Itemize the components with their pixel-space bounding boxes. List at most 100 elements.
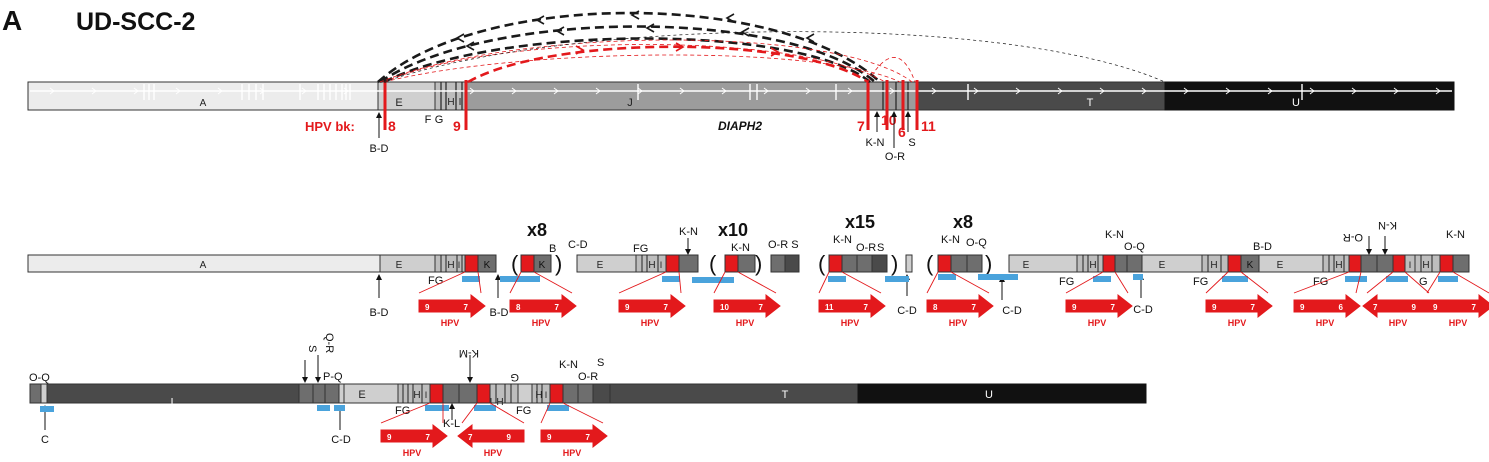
hpv-right-number: 7 xyxy=(759,303,764,312)
r2-hpv-block-1 xyxy=(464,254,479,273)
arc-chevron xyxy=(675,42,685,52)
r3-segment-U xyxy=(857,383,1147,404)
r2-label-K-2: K xyxy=(539,260,546,271)
r2-label-H-6: H xyxy=(1422,260,1429,271)
hpv-arrow xyxy=(457,423,525,449)
label-A: A xyxy=(200,98,207,109)
chevron-mark xyxy=(889,87,895,95)
hpv-left-number: 7 xyxy=(468,433,473,442)
multiplier-x8-1: x8 xyxy=(527,220,547,240)
hpv-arrow xyxy=(1065,293,1133,319)
r2-label-O-R-S: O-R S xyxy=(768,239,799,251)
sample-title: UD-SCC-2 xyxy=(76,8,195,36)
r3-label-I: I xyxy=(425,390,428,400)
multiplier-x10: x10 xyxy=(718,220,748,240)
svg-text:(: ( xyxy=(511,251,519,276)
hpv-arrow xyxy=(818,293,886,319)
r3-label-U: U xyxy=(985,389,993,401)
r2-junction-C-D-1: C-D xyxy=(897,305,917,317)
r2-label-I-2: I xyxy=(660,260,663,270)
svg-text:): ) xyxy=(755,251,762,276)
junction-S: S xyxy=(908,137,915,149)
hpv-label: HPV xyxy=(1088,318,1107,328)
r2-label-K-N-3: K-N xyxy=(833,234,852,246)
multiplier-x15: x15 xyxy=(845,212,875,232)
chevron-mark xyxy=(931,87,937,95)
hpv-insertion-row2-9: 9 6 HPV xyxy=(1293,271,1362,328)
r3-label-I-2: I xyxy=(545,390,548,400)
hpv-left-number: 9 xyxy=(1433,303,1438,312)
hpv-label: HPV xyxy=(841,318,860,328)
r2-label-G: G xyxy=(1419,276,1428,288)
arc-chevron xyxy=(455,33,465,43)
hpv-arrow xyxy=(1426,293,1489,319)
r2-label-I-3: I xyxy=(1409,260,1412,270)
arc-chevron xyxy=(630,10,640,20)
r2-junction-C-D-3: C-D xyxy=(1133,304,1153,316)
label-F: F xyxy=(425,114,432,126)
hpv-label: HPV xyxy=(1389,318,1408,328)
r2-label-H-4: H xyxy=(1210,260,1217,271)
label-I: I xyxy=(459,97,462,108)
r2-label-C-D-1: C-D xyxy=(568,239,588,251)
hpv-insertion-row2-5: 11 7 HPV xyxy=(818,271,886,328)
hpv-left-number: 10 xyxy=(720,303,729,312)
hpv-right-number: 7 xyxy=(586,433,591,442)
r2-label-H-5: H xyxy=(1335,260,1342,271)
hpv-arrow xyxy=(926,293,994,319)
r2-label-S: S xyxy=(877,242,884,254)
r2-label-K-N-4: K-N xyxy=(941,234,960,246)
arc-chevron xyxy=(575,45,585,55)
chevron-mark xyxy=(1435,87,1441,95)
r2-label-H: H xyxy=(447,260,454,271)
r2-segment-E xyxy=(379,254,436,273)
r3-label-H-2: H xyxy=(535,390,542,401)
hpv-left-number: 9 xyxy=(547,433,552,442)
r2-label-A: A xyxy=(200,260,207,271)
arc-chevron xyxy=(740,27,750,37)
r3-label-P-Q: P-Q xyxy=(323,371,343,383)
hpv-right-number: 6 xyxy=(1339,303,1344,312)
arc-chevron xyxy=(535,15,545,25)
chevron-mark xyxy=(1183,87,1189,95)
chevron-mark xyxy=(1099,87,1105,95)
r2-label-B: B xyxy=(549,243,556,255)
hpv-arrow xyxy=(380,423,448,449)
hpv-left-number: 9 xyxy=(625,303,630,312)
chevron-mark xyxy=(1309,87,1315,95)
r2-label-K-N-flipped: K-N xyxy=(1378,219,1397,231)
r2-label-E-5: E xyxy=(1277,260,1284,271)
chevron-mark xyxy=(595,87,601,95)
r2-junction-B-D-1: B-D xyxy=(370,307,389,319)
r3-label-C: C xyxy=(41,434,49,446)
hpv-right-number: 7 xyxy=(555,303,560,312)
breakpoint-9: 9 xyxy=(453,118,461,134)
svg-text:(: ( xyxy=(709,251,717,276)
hpv-insertion-row2-7: 9 7 HPV xyxy=(1065,271,1133,328)
hpv-arrow xyxy=(540,423,608,449)
r2-label-FG-3: FG xyxy=(1059,276,1074,288)
chevron-mark xyxy=(1015,87,1021,95)
r3-label-FG-2: FG xyxy=(516,405,531,417)
hpv-insertion-row2-11: 9 7 HPV xyxy=(1426,271,1489,328)
r3-label-E: E xyxy=(358,389,365,401)
junction-B-D: B-D xyxy=(370,143,389,155)
derivative-row-3: T E H I H I H I T U O-Q S Q-R xyxy=(29,333,1147,458)
chevron-mark xyxy=(553,87,559,95)
segment-T xyxy=(916,81,1166,111)
r2-label-K-N-1: K-N xyxy=(679,226,698,238)
hpv-arrow xyxy=(713,293,781,319)
hpv-left-number: 7 xyxy=(1373,303,1378,312)
label-J: J xyxy=(627,97,633,109)
hpv-left-number: 9 xyxy=(1072,303,1077,312)
r2-label-B-D-top: B-D xyxy=(1253,241,1272,253)
hpv-label: HPV xyxy=(532,318,551,328)
hpv-label: HPV xyxy=(563,448,582,458)
breakpoint-8: 8 xyxy=(388,118,396,134)
r3-label-C-D: C-D xyxy=(331,434,351,446)
panel-letter: A xyxy=(2,5,22,36)
arc-chevron xyxy=(770,47,780,57)
hpv-label: HPV xyxy=(1228,318,1247,328)
hpv-insertion-row3-1: 9 7 HPV xyxy=(380,402,448,458)
hpv-right-number: 7 xyxy=(1251,303,1256,312)
